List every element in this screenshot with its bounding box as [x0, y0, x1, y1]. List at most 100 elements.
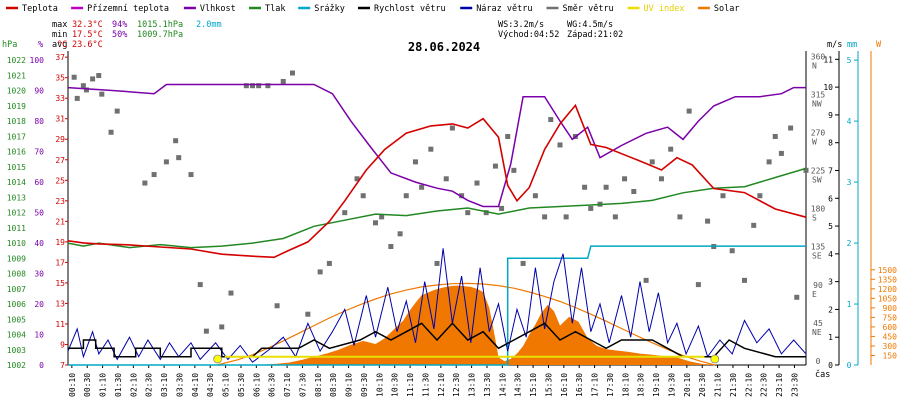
dir-point-14 — [188, 172, 194, 178]
x-axis: 00:10 00:30 01:10 01:30 02:10 02:30 03:10 03:30… — [68, 364, 806, 397]
x-tick-11: 05:30 — [237, 373, 246, 397]
unit-ms: m/s — [827, 40, 842, 50]
plot-area — [67, 70, 809, 366]
tick-dir-sub-135: SE — [812, 252, 822, 261]
tick-hum-40: 40 — [34, 239, 44, 248]
tick-press-1020: 1020 — [7, 87, 26, 96]
sunrise-marker — [213, 354, 223, 364]
x-tick-6: 03:10 — [160, 373, 169, 397]
x-tick-29: 14:30 — [514, 373, 523, 397]
dir-point-75 — [729, 248, 735, 254]
legend-label-8: UV index — [644, 4, 685, 14]
dir-point-8 — [114, 108, 120, 114]
dir-point-42 — [449, 125, 455, 131]
x-tick-24: 12:10 — [437, 373, 446, 397]
x-tick-1: 00:30 — [83, 373, 92, 397]
tick-temp-21: 21 — [55, 217, 65, 226]
tick-hum-50: 50 — [34, 209, 44, 218]
tick-press-1019: 1019 — [7, 102, 26, 111]
legend: Teplota Přízemní teplota Vlhkost Tlak Srážky… — [6, 4, 739, 14]
dir-point-18 — [228, 290, 234, 296]
stat-wg: WG:4.5m/s — [567, 20, 613, 30]
tick-press-1002: 1002 — [7, 361, 26, 370]
y-axes: 1002100310041005100610071008100910101011… — [7, 51, 897, 370]
dir-point-5 — [96, 73, 102, 79]
tick-dir-270: 270 — [811, 128, 826, 137]
x-tick-3: 01:30 — [114, 373, 123, 397]
stat-rain: 2.0mm — [196, 20, 222, 30]
dir-point-20 — [250, 83, 255, 89]
tick-temp-27: 27 — [55, 156, 65, 165]
tick-solar-150: 150 — [883, 351, 898, 360]
stat-max-hum: 94% — [112, 20, 127, 30]
dir-point-43 — [459, 193, 465, 199]
series-pressure — [67, 167, 807, 249]
tick-temp-17: 17 — [55, 258, 65, 267]
sunset-marker — [710, 354, 720, 364]
dir-point-3 — [83, 87, 89, 93]
tick-solar-900: 900 — [883, 304, 898, 313]
tick-solar-750: 750 — [883, 313, 898, 322]
tick-temp-23: 23 — [55, 197, 65, 206]
x-tick-38: 19:10 — [652, 373, 661, 397]
tick-mm-5: 5 — [847, 56, 852, 65]
x-tick-5: 02:30 — [145, 373, 154, 397]
tick-solar-1350: 1350 — [878, 275, 897, 284]
x-tick-2: 01:10 — [99, 373, 108, 397]
legend-label-6: Náraz větru — [476, 4, 532, 14]
tick-dir-sub-315: NW — [812, 99, 822, 108]
dir-point-13 — [176, 155, 182, 161]
x-tick-45: 22:30 — [760, 373, 769, 397]
unit-mm: mm — [847, 40, 857, 50]
x-tick-15: 07:30 — [298, 373, 307, 397]
unit-solar: W — [876, 40, 882, 50]
tick-ms-7: 7 — [828, 166, 833, 175]
dir-point-54 — [548, 117, 554, 123]
stat-sunset: Západ:21:02 — [567, 30, 623, 40]
stat-min-press: 1009.7hPa — [137, 30, 183, 40]
series-temperature — [67, 103, 807, 259]
dir-point-34 — [388, 244, 394, 250]
tick-dir-sub-270: W — [812, 137, 817, 146]
dir-point-78 — [757, 193, 763, 199]
dir-point-11 — [163, 159, 169, 165]
tick-press-1018: 1018 — [7, 117, 26, 126]
dir-point-77 — [751, 222, 757, 228]
x-tick-20: 10:10 — [375, 373, 384, 397]
dir-point-52 — [532, 193, 538, 199]
stat-ws: WS:3.2m/s — [498, 20, 544, 30]
tick-solar-1200: 1200 — [878, 285, 897, 294]
stat-max-press: 1015.1hPa — [137, 20, 183, 30]
legend-label-9: Solar — [714, 4, 740, 14]
x-tick-16: 08:10 — [314, 373, 323, 397]
x-tick-12: 06:10 — [252, 373, 261, 397]
dir-point-35 — [397, 231, 403, 237]
dir-point-23 — [274, 303, 280, 309]
series-rain — [68, 245, 806, 366]
tick-press-1005: 1005 — [7, 315, 26, 324]
tick-ms-8: 8 — [828, 139, 833, 148]
dir-point-76 — [742, 277, 747, 283]
legend-label-5: Rychlost větru — [374, 4, 446, 14]
dir-point-79 — [766, 159, 772, 165]
legend-label-3: Tlak — [265, 4, 285, 14]
stat-avg-temp: 23.6°C — [72, 40, 103, 50]
stat-max-label: max — [52, 20, 67, 30]
dir-point-1 — [74, 95, 80, 101]
dir-point-4 — [90, 76, 96, 82]
tick-mm-3: 3 — [847, 178, 852, 187]
unit-x: čas — [815, 369, 830, 380]
tick-ms-1: 1 — [828, 333, 833, 342]
dir-point-84 — [803, 167, 809, 173]
dir-point-49 — [505, 133, 511, 139]
tick-hum-70: 70 — [34, 148, 44, 157]
x-tick-8: 04:10 — [191, 373, 200, 397]
tick-press-1007: 1007 — [7, 285, 26, 294]
tick-ms-4: 4 — [828, 250, 833, 259]
x-tick-10: 05:10 — [222, 373, 231, 397]
dir-point-31 — [360, 193, 366, 199]
tick-press-1014: 1014 — [7, 178, 26, 187]
tick-press-1011: 1011 — [7, 224, 26, 233]
stat-min-hum: 50% — [112, 30, 127, 40]
